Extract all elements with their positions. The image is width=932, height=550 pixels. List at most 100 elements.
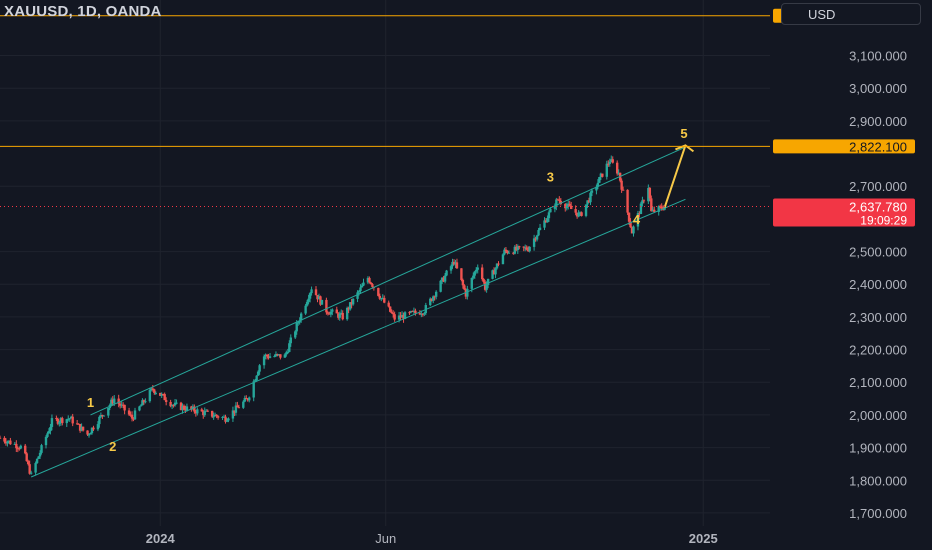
currency-button[interactable]: USD (781, 3, 921, 25)
candle-body (307, 298, 310, 302)
candle-body (390, 311, 393, 314)
candle (67, 415, 70, 422)
candle-body (553, 207, 557, 209)
candle-body (161, 394, 165, 396)
candle-body (565, 205, 568, 209)
candle (89, 432, 92, 435)
candle (325, 297, 328, 315)
candle-body (67, 418, 70, 420)
candle-body (482, 279, 485, 283)
candle (547, 210, 551, 222)
candle (451, 258, 454, 269)
candle-body (90, 427, 94, 434)
candle-body (234, 405, 238, 413)
candle (567, 200, 570, 210)
candle (423, 311, 426, 317)
candle-body (599, 173, 603, 178)
candle (331, 308, 334, 316)
candle (528, 246, 531, 253)
candle (80, 423, 83, 432)
candle-body (173, 402, 177, 406)
candle (107, 407, 110, 418)
candle (3, 436, 6, 444)
candle (553, 203, 557, 213)
candle (133, 407, 137, 420)
candle (544, 218, 548, 223)
candle-body (345, 307, 349, 320)
candle-body (564, 204, 567, 209)
candle-body (653, 209, 656, 212)
candle-body (495, 263, 499, 269)
candle-body (335, 309, 338, 314)
candle (98, 415, 101, 428)
candle (421, 313, 425, 317)
candle-body (615, 162, 619, 174)
candle (338, 311, 341, 321)
candle-body (273, 356, 276, 358)
candle (460, 268, 463, 282)
candle (6, 440, 9, 447)
candle-body (368, 277, 371, 283)
candle (164, 397, 168, 406)
candle-body (411, 311, 414, 313)
candle (454, 259, 457, 269)
candle-body (611, 159, 614, 163)
candle (507, 250, 511, 254)
candle-body (590, 190, 594, 193)
candle-body (626, 189, 629, 213)
candle (599, 172, 603, 180)
candle-body (16, 448, 20, 450)
candle-body (400, 315, 404, 318)
candle-body (660, 206, 663, 209)
price-axis: 3,100.000 3,000.000 2,900.000 2,700.000 2,50… (849, 49, 907, 521)
candle-body (341, 312, 344, 320)
candle (59, 417, 63, 426)
candle-body (101, 414, 104, 416)
price-tick-label: 1,900.000 (849, 441, 907, 456)
candle-body (357, 291, 361, 293)
candle-body (440, 277, 444, 281)
candle-body (432, 296, 435, 301)
candle-body (434, 291, 438, 297)
candle (611, 156, 614, 164)
candle-body (522, 246, 525, 248)
candle (123, 404, 126, 415)
candle-body (154, 392, 157, 394)
candle-body (236, 405, 239, 408)
candle (316, 295, 319, 303)
candle (513, 245, 517, 255)
price-tick-label: 1,700.000 (849, 506, 907, 521)
candle (154, 391, 157, 395)
candle (81, 426, 85, 432)
candle-body (29, 472, 33, 474)
candle (172, 404, 175, 408)
candle-body (577, 212, 580, 217)
candle-body (584, 204, 588, 216)
candle (151, 385, 155, 392)
candle-body (50, 418, 54, 427)
candle-body (56, 418, 60, 424)
candle-body (528, 246, 531, 252)
candle-body (512, 252, 515, 254)
candle (381, 294, 384, 300)
candle-body (380, 298, 383, 300)
candle-body (497, 263, 500, 265)
candle-body (65, 419, 68, 424)
candle-body (340, 312, 343, 314)
candle (141, 398, 144, 406)
candle-body (580, 212, 583, 216)
candle (482, 278, 485, 284)
wave-label: 3 (547, 169, 554, 184)
candle (47, 428, 51, 434)
time-axis: 2024 Jun 2025 (146, 531, 718, 546)
candle (102, 415, 106, 417)
candle (25, 452, 28, 462)
price-tick-label: 2,200.000 (849, 343, 907, 358)
candle-body (429, 298, 432, 306)
candle-body (388, 306, 392, 312)
candle-body (610, 159, 613, 162)
candle (243, 395, 246, 403)
price-tick-label: 3,000.000 (849, 81, 907, 96)
candle (117, 394, 120, 408)
